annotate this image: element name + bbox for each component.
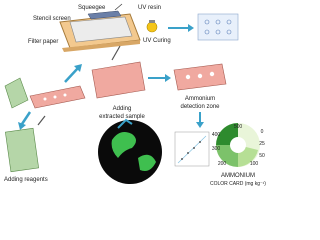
printer xyxy=(59,3,141,52)
label: extracted sample xyxy=(99,114,145,120)
card-level: 0 xyxy=(261,129,264,135)
paper-with-zones xyxy=(197,13,239,41)
label: Squeegee xyxy=(78,5,106,11)
card-level: 50 xyxy=(259,153,265,159)
reagent-panel xyxy=(5,115,46,173)
card-level: 200 xyxy=(218,161,227,167)
calibration-plot xyxy=(174,131,210,167)
label: UV resin xyxy=(138,5,161,11)
card-level: 25 xyxy=(259,141,265,147)
label: Adding reagents xyxy=(4,177,48,183)
detection-paper xyxy=(173,63,227,91)
card-title: AMMONIUM xyxy=(221,173,255,179)
label: detection zone xyxy=(180,104,220,110)
tray xyxy=(4,77,86,109)
diagram: Squeegee UV resin Stencil screen Filter … xyxy=(4,3,266,187)
card-subtitle: COLOR CARD (mg kg⁻¹) xyxy=(210,181,266,187)
label: UV Curing xyxy=(143,38,171,44)
uv-lamp xyxy=(146,20,158,33)
card-level: 400 xyxy=(212,132,221,138)
color-card xyxy=(216,123,260,167)
sample-paper xyxy=(91,45,146,99)
label: Filter paper xyxy=(28,39,58,45)
globe xyxy=(98,118,162,184)
label: Adding xyxy=(113,106,132,112)
label: Stencil screen xyxy=(33,16,71,22)
card-level: 300 xyxy=(212,146,221,152)
card-level: 100 xyxy=(250,161,259,167)
card-level: 500 xyxy=(234,124,243,130)
label: Ammonium xyxy=(185,96,215,102)
